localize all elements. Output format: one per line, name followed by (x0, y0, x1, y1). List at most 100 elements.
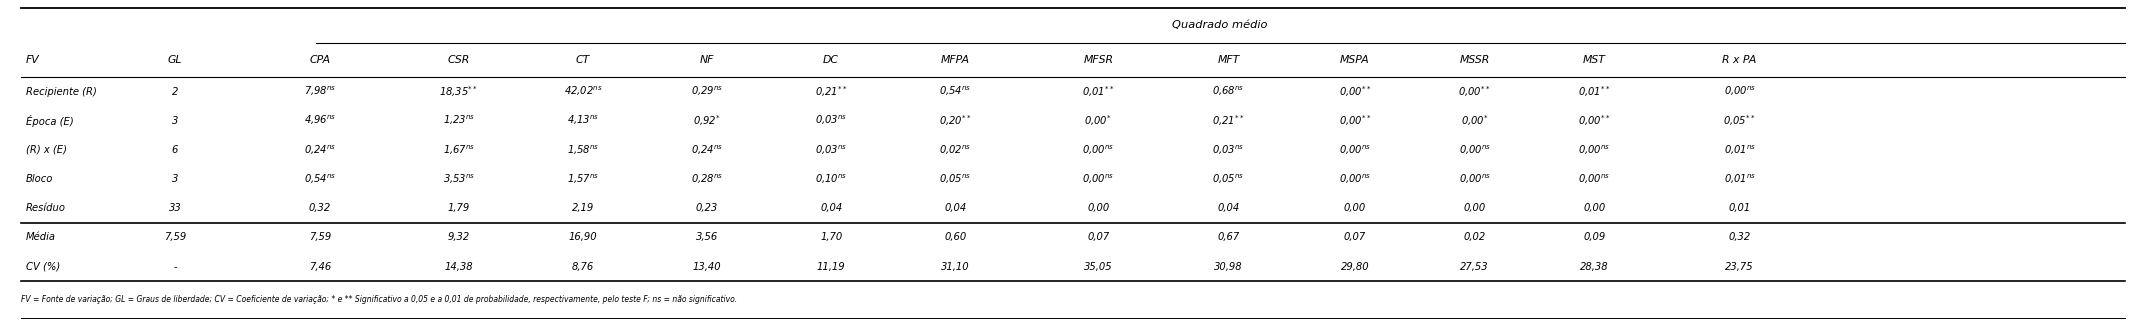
Text: 35,05: 35,05 (1084, 262, 1112, 272)
Text: 0,00$^{\mathregular{*}}$: 0,00$^{\mathregular{*}}$ (1084, 113, 1112, 128)
Text: 0,28$^{\mathregular{ns}}$: 0,28$^{\mathregular{ns}}$ (691, 172, 723, 186)
Text: 0,00$^{\mathregular{ns}}$: 0,00$^{\mathregular{ns}}$ (1082, 143, 1114, 156)
Text: 0,02: 0,02 (1464, 232, 1485, 243)
Text: 6: 6 (172, 145, 178, 155)
Text: CT: CT (575, 55, 590, 65)
Text: 0,00$^{\mathregular{*}}$: 0,00$^{\mathregular{*}}$ (1461, 113, 1489, 128)
Text: 0,04: 0,04 (944, 203, 966, 213)
Text: NF: NF (700, 55, 715, 65)
Text: 0,03$^{\mathregular{ns}}$: 0,03$^{\mathregular{ns}}$ (815, 143, 848, 156)
Text: 3: 3 (172, 174, 178, 184)
Text: CV (%): CV (%) (26, 262, 60, 272)
Text: 0,05$^{\mathregular{ns}}$: 0,05$^{\mathregular{ns}}$ (940, 172, 972, 186)
Text: Quadrado médio: Quadrado médio (1172, 20, 1268, 30)
Text: 0,09: 0,09 (1584, 232, 1605, 243)
Text: 7,59: 7,59 (309, 232, 330, 243)
Text: CPA: CPA (309, 55, 330, 65)
Text: MSPA: MSPA (1339, 55, 1369, 65)
Text: 0,00$^{\mathregular{ns}}$: 0,00$^{\mathregular{ns}}$ (1339, 172, 1371, 186)
Text: 28,38: 28,38 (1579, 262, 1610, 272)
Text: Resíduo: Resíduo (26, 203, 67, 213)
Text: 0,00$^{\mathregular{ns}}$: 0,00$^{\mathregular{ns}}$ (1459, 172, 1491, 186)
Text: 0,01$^{\mathregular{**}}$: 0,01$^{\mathregular{**}}$ (1577, 84, 1612, 99)
Text: 0,03$^{\mathregular{ns}}$: 0,03$^{\mathregular{ns}}$ (1212, 143, 1245, 156)
Text: 0,29$^{\mathregular{ns}}$: 0,29$^{\mathregular{ns}}$ (691, 85, 723, 98)
Text: R x PA: R x PA (1723, 55, 1758, 65)
Text: 2,19: 2,19 (571, 203, 594, 213)
Text: 4,96$^{\mathregular{ns}}$: 4,96$^{\mathregular{ns}}$ (305, 114, 337, 127)
Text: -: - (174, 262, 176, 272)
Text: 0,07: 0,07 (1088, 232, 1109, 243)
Text: FV: FV (26, 55, 39, 65)
Text: 1,79: 1,79 (449, 203, 470, 213)
Text: FV = Fonte de variação; GL = Graus de liberdade; CV = Coeficiente de variação; *: FV = Fonte de variação; GL = Graus de li… (21, 295, 738, 304)
Text: 0,00$^{\mathregular{**}}$: 0,00$^{\mathregular{**}}$ (1577, 113, 1612, 128)
Text: CSR: CSR (449, 55, 470, 65)
Text: 0,00: 0,00 (1343, 203, 1367, 213)
Text: 1,23$^{\mathregular{ns}}$: 1,23$^{\mathregular{ns}}$ (442, 114, 474, 127)
Text: 8,76: 8,76 (571, 262, 594, 272)
Text: 0,21$^{\mathregular{**}}$: 0,21$^{\mathregular{**}}$ (815, 84, 848, 99)
Text: 42,02$^{\mathregular{ns}}$: 42,02$^{\mathregular{ns}}$ (564, 85, 603, 98)
Text: 13,40: 13,40 (693, 262, 721, 272)
Text: 0,05$^{\mathregular{ns}}$: 0,05$^{\mathregular{ns}}$ (1212, 172, 1245, 186)
Text: 2: 2 (172, 87, 178, 96)
Text: 0,00$^{\mathregular{**}}$: 0,00$^{\mathregular{**}}$ (1339, 113, 1371, 128)
Text: 0,00: 0,00 (1584, 203, 1605, 213)
Text: 1,57$^{\mathregular{ns}}$: 1,57$^{\mathregular{ns}}$ (567, 172, 599, 186)
Text: 9,32: 9,32 (449, 232, 470, 243)
Text: 0,67: 0,67 (1217, 232, 1240, 243)
Text: 27,53: 27,53 (1461, 262, 1489, 272)
Text: 0,00$^{\mathregular{**}}$: 0,00$^{\mathregular{**}}$ (1339, 84, 1371, 99)
Text: MFT: MFT (1217, 55, 1240, 65)
Text: 1,67$^{\mathregular{ns}}$: 1,67$^{\mathregular{ns}}$ (442, 143, 474, 156)
Text: 0,00: 0,00 (1464, 203, 1485, 213)
Text: 1,70: 1,70 (820, 232, 841, 243)
Text: 29,80: 29,80 (1341, 262, 1369, 272)
Text: 7,59: 7,59 (163, 232, 187, 243)
Text: 18,35$^{\mathregular{**}}$: 18,35$^{\mathregular{**}}$ (440, 84, 479, 99)
Text: 4,13$^{\mathregular{ns}}$: 4,13$^{\mathregular{ns}}$ (567, 114, 599, 127)
Text: 0,00$^{\mathregular{ns}}$: 0,00$^{\mathregular{ns}}$ (1339, 143, 1371, 156)
Text: Época (E): Época (E) (26, 115, 73, 127)
Text: 0,01$^{\mathregular{**}}$: 0,01$^{\mathregular{**}}$ (1082, 84, 1114, 99)
Text: 3: 3 (172, 116, 178, 126)
Text: 0,00$^{\mathregular{ns}}$: 0,00$^{\mathregular{ns}}$ (1723, 85, 1755, 98)
Text: 0,01$^{\mathregular{ns}}$: 0,01$^{\mathregular{ns}}$ (1723, 172, 1755, 186)
Text: (R) x (E): (R) x (E) (26, 145, 67, 155)
Text: Bloco: Bloco (26, 174, 54, 184)
Text: 0,60: 0,60 (944, 232, 966, 243)
Text: 0,32: 0,32 (309, 203, 330, 213)
Text: 0,24$^{\mathregular{ns}}$: 0,24$^{\mathregular{ns}}$ (691, 143, 723, 156)
Text: DC: DC (824, 55, 839, 65)
Text: 3,56: 3,56 (695, 232, 719, 243)
Text: GL: GL (167, 55, 182, 65)
Text: 0,10$^{\mathregular{ns}}$: 0,10$^{\mathregular{ns}}$ (815, 172, 848, 186)
Text: 0,00$^{\mathregular{**}}$: 0,00$^{\mathregular{**}}$ (1459, 84, 1491, 99)
Text: 7,98$^{\mathregular{ns}}$: 7,98$^{\mathregular{ns}}$ (305, 85, 337, 98)
Text: 3,53$^{\mathregular{ns}}$: 3,53$^{\mathregular{ns}}$ (442, 172, 474, 186)
Text: 23,75: 23,75 (1725, 262, 1753, 272)
Text: 31,10: 31,10 (940, 262, 970, 272)
Text: 0,02$^{\mathregular{ns}}$: 0,02$^{\mathregular{ns}}$ (940, 143, 972, 156)
Text: 16,90: 16,90 (569, 232, 597, 243)
Text: 33: 33 (170, 203, 182, 213)
Text: 0,20$^{\mathregular{**}}$: 0,20$^{\mathregular{**}}$ (940, 113, 972, 128)
Text: 0,00$^{\mathregular{ns}}$: 0,00$^{\mathregular{ns}}$ (1579, 143, 1612, 156)
Text: 0,01$^{\mathregular{ns}}$: 0,01$^{\mathregular{ns}}$ (1723, 143, 1755, 156)
Text: 0,07: 0,07 (1343, 232, 1367, 243)
Text: Recipiente (R): Recipiente (R) (26, 87, 97, 96)
Text: 0,00$^{\mathregular{ns}}$: 0,00$^{\mathregular{ns}}$ (1579, 172, 1612, 186)
Text: 0,24$^{\mathregular{ns}}$: 0,24$^{\mathregular{ns}}$ (305, 143, 337, 156)
Text: 0,54$^{\mathregular{ns}}$: 0,54$^{\mathregular{ns}}$ (305, 172, 337, 186)
Text: 11,19: 11,19 (818, 262, 846, 272)
Text: 0,05$^{\mathregular{**}}$: 0,05$^{\mathregular{**}}$ (1723, 113, 1755, 128)
Text: 0,92$^{\mathregular{*}}$: 0,92$^{\mathregular{*}}$ (693, 113, 721, 128)
Text: MSSR: MSSR (1459, 55, 1489, 65)
Text: 0,32: 0,32 (1728, 232, 1751, 243)
Text: 0,04: 0,04 (1217, 203, 1240, 213)
Text: Média: Média (26, 232, 56, 243)
Text: 0,00$^{\mathregular{ns}}$: 0,00$^{\mathregular{ns}}$ (1459, 143, 1491, 156)
Text: 0,04: 0,04 (820, 203, 841, 213)
Text: MFSR: MFSR (1084, 55, 1114, 65)
